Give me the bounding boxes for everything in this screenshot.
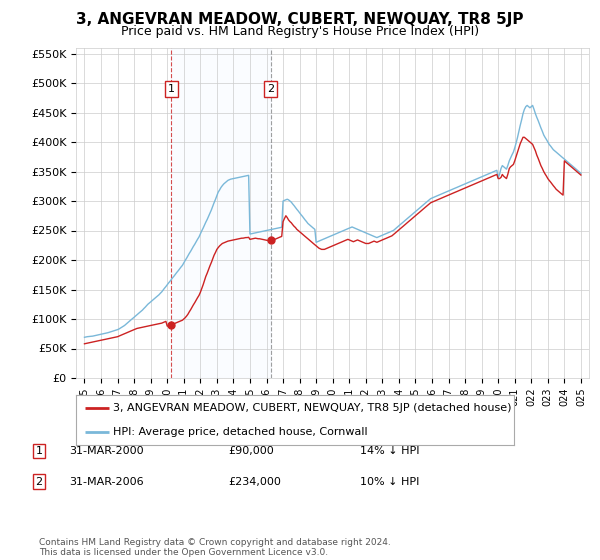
Text: £234,000: £234,000	[228, 477, 281, 487]
Text: 3, ANGEVRAN MEADOW, CUBERT, NEWQUAY, TR8 5JP (detached house): 3, ANGEVRAN MEADOW, CUBERT, NEWQUAY, TR8…	[113, 403, 512, 413]
Text: 2: 2	[267, 84, 274, 94]
Text: 2: 2	[35, 477, 43, 487]
Text: 14% ↓ HPI: 14% ↓ HPI	[360, 446, 419, 456]
Text: Price paid vs. HM Land Registry's House Price Index (HPI): Price paid vs. HM Land Registry's House …	[121, 25, 479, 38]
Text: 31-MAR-2000: 31-MAR-2000	[69, 446, 143, 456]
Text: Contains HM Land Registry data © Crown copyright and database right 2024.
This d: Contains HM Land Registry data © Crown c…	[39, 538, 391, 557]
Text: £90,000: £90,000	[228, 446, 274, 456]
Text: 10% ↓ HPI: 10% ↓ HPI	[360, 477, 419, 487]
Text: 1: 1	[35, 446, 43, 456]
Text: HPI: Average price, detached house, Cornwall: HPI: Average price, detached house, Corn…	[113, 427, 368, 437]
Text: 1: 1	[168, 84, 175, 94]
Text: 3, ANGEVRAN MEADOW, CUBERT, NEWQUAY, TR8 5JP: 3, ANGEVRAN MEADOW, CUBERT, NEWQUAY, TR8…	[76, 12, 524, 27]
Bar	[172, 48, 271, 378]
Text: 31-MAR-2006: 31-MAR-2006	[69, 477, 143, 487]
